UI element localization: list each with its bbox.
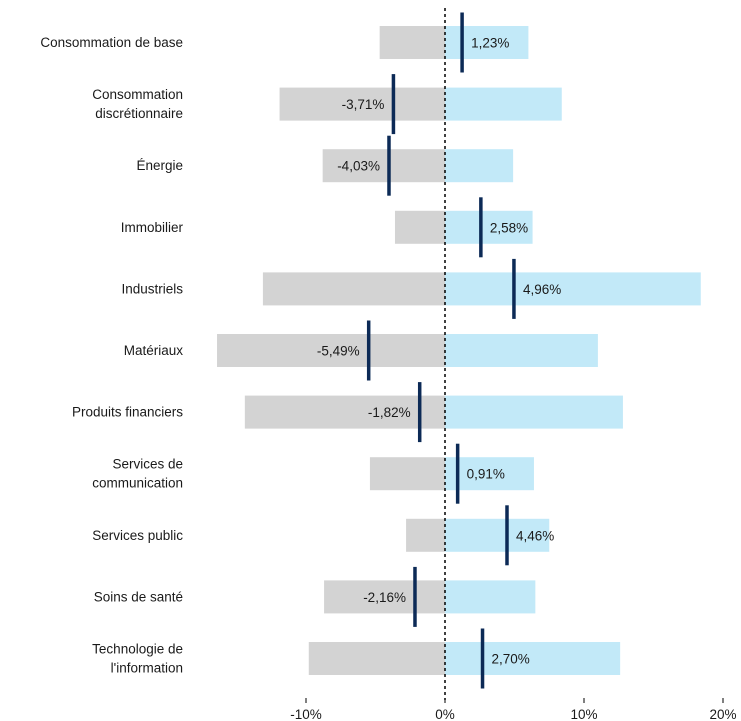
category-label-line: communication [92, 476, 183, 491]
range-high-bar [445, 518, 550, 552]
data-label: 4,46% [516, 528, 554, 543]
labels-layer: Consommation de base 1,23% Consommation dis… [40, 35, 561, 676]
range-high-bar [445, 26, 529, 59]
data-label: -2,16% [363, 590, 406, 605]
category-label-line: Soins de santé [94, 589, 183, 604]
range-low-bar [406, 518, 445, 552]
category-label-line: Industriels [121, 281, 183, 296]
range-high-bar [445, 87, 562, 121]
category-label-line: discrétionnaire [95, 106, 183, 121]
range-high-bar [445, 210, 533, 244]
category-label-line: Énergie [136, 158, 183, 173]
range-low-bar [217, 334, 445, 367]
category-label-line: Produits financiers [72, 405, 183, 420]
category-label-line: Services public [92, 528, 183, 543]
category-label-line: Technologie de [92, 642, 183, 657]
data-label: -4,03% [337, 159, 380, 174]
category-label: Produits financiers [72, 405, 183, 420]
category-label: Technologie de l'information [92, 642, 183, 676]
x-tick-label: -10% [290, 707, 322, 721]
range-low-bar [379, 26, 445, 59]
range-low-bar [244, 395, 445, 429]
category-label-line: Matériaux [124, 343, 184, 358]
category-label-line: l'information [111, 661, 183, 676]
data-label: 2,58% [490, 220, 528, 235]
x-tick-label: 10% [570, 707, 597, 721]
data-label: -1,82% [368, 405, 411, 420]
range-high-bar [445, 457, 534, 491]
category-label: Consommation de base [40, 35, 183, 50]
data-label: 4,96% [523, 282, 561, 297]
category-label-line: Consommation [92, 87, 183, 102]
category-label: Consommation discrétionnaire [92, 87, 183, 121]
data-label: -5,49% [317, 344, 360, 359]
category-label: Services de communication [92, 457, 183, 491]
category-label: Services public [92, 528, 183, 543]
range-high-bar [445, 272, 701, 306]
data-label: 2,70% [492, 652, 530, 667]
data-label: 1,23% [471, 36, 509, 51]
range-low-bar [308, 642, 445, 675]
category-label: Soins de santé [94, 589, 183, 604]
markers-layer [366, 12, 516, 689]
range-low-bar [279, 87, 445, 121]
range-high-bar [445, 149, 514, 183]
category-label-line: Consommation de base [40, 35, 183, 50]
range-low-bar [324, 580, 445, 614]
data-label: -3,71% [342, 97, 385, 112]
category-label: Immobilier [121, 220, 184, 235]
x-tick-label: 20% [709, 707, 736, 721]
range-high-bar [445, 395, 623, 429]
data-label: 0,91% [467, 467, 505, 482]
category-label: Énergie [136, 158, 183, 173]
range-low-bar [394, 210, 445, 244]
category-label: Industriels [121, 281, 183, 296]
category-label-line: Services de [112, 457, 183, 472]
range-high-bar [445, 642, 621, 675]
x-tick-label: 0% [435, 707, 455, 721]
range-low-bar [369, 457, 445, 491]
range-low-bar [262, 272, 445, 306]
x-axis: -10% 0% 10% 20% [290, 698, 737, 721]
range-high-bar [445, 580, 536, 614]
range-low-bar [322, 149, 445, 183]
range-high-bar [445, 334, 598, 367]
bars-layer [217, 26, 701, 675]
category-label-line: Immobilier [121, 220, 184, 235]
category-label: Matériaux [124, 343, 184, 358]
